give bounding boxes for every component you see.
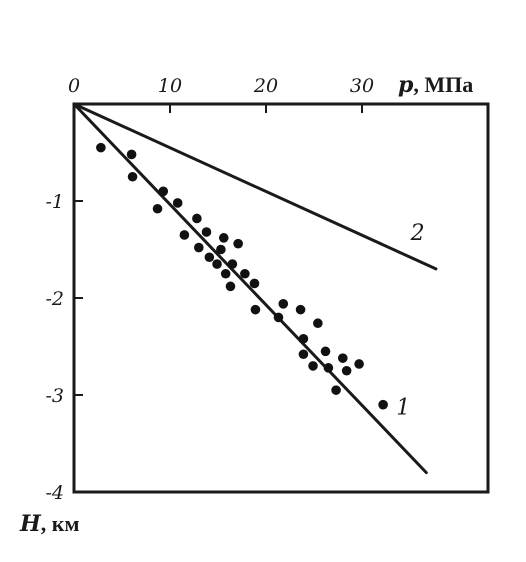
data-point <box>378 399 388 410</box>
y-tick-label: -4 <box>45 482 64 504</box>
data-point <box>204 252 215 263</box>
data-point <box>192 213 202 224</box>
ticks: 0 10 20 30 -1 -2 -3 -4 <box>45 75 374 504</box>
data-point <box>194 242 204 253</box>
labels: 12 <box>396 221 424 421</box>
data-point <box>320 346 331 357</box>
data-point <box>172 198 183 208</box>
data-point <box>233 238 243 249</box>
data-point <box>298 349 309 360</box>
data-point <box>152 203 163 214</box>
y-tick-label: -3 <box>45 385 64 407</box>
plot-frame <box>72 102 490 494</box>
data-point <box>212 259 222 269</box>
data-point <box>220 268 231 279</box>
data-point <box>278 299 289 309</box>
x-tick-label: 0 <box>68 75 80 97</box>
data-point <box>216 244 226 255</box>
data-point <box>298 333 309 344</box>
x-tick-label: 20 <box>253 75 278 97</box>
data-point <box>218 233 229 243</box>
data-point <box>201 227 212 237</box>
data-points <box>96 142 388 410</box>
y-tick-label: -1 <box>45 191 64 213</box>
data-point <box>341 365 352 376</box>
data-point <box>227 259 238 269</box>
fit-line-1 <box>72 102 428 475</box>
x-tick-label: 30 <box>350 75 374 97</box>
data-point <box>179 230 190 240</box>
fit-line-2 <box>72 102 438 271</box>
line-label-1: 1 <box>396 395 410 420</box>
data-point <box>225 281 236 292</box>
data-point <box>96 142 106 153</box>
y-axis-label: H, км <box>19 511 79 537</box>
data-point <box>240 268 250 279</box>
data-point <box>273 312 284 323</box>
line-label-2: 2 <box>410 221 425 246</box>
x-axis-label: p, МПа <box>398 72 473 98</box>
data-point <box>158 186 169 197</box>
data-point <box>250 304 261 315</box>
data-point <box>295 304 306 315</box>
data-point <box>331 385 341 395</box>
data-point <box>249 278 260 289</box>
data-point <box>308 361 318 371</box>
axes <box>72 102 490 494</box>
data-point <box>338 353 348 363</box>
data-point <box>126 149 137 160</box>
data-point <box>354 359 364 369</box>
x-tick-label: 10 <box>158 75 182 97</box>
fit-lines <box>72 102 438 475</box>
data-point <box>313 318 323 329</box>
y-tick-label: -2 <box>45 288 64 310</box>
data-point <box>323 363 334 373</box>
data-point <box>127 171 138 182</box>
